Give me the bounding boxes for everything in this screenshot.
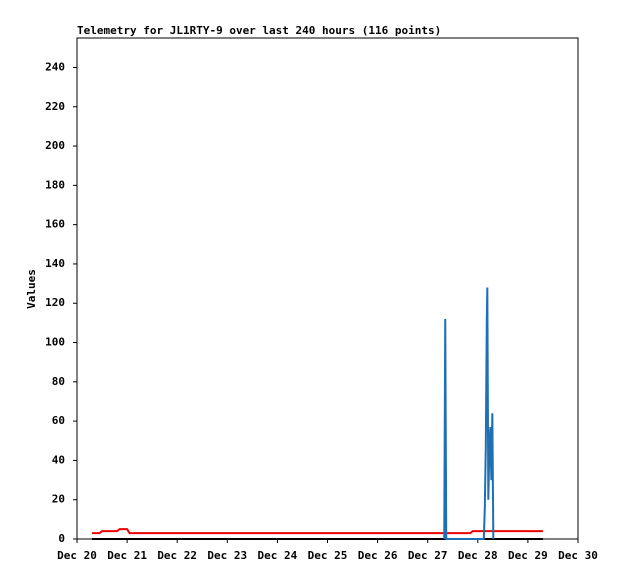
x-tick-label: Dec 25 bbox=[308, 549, 348, 562]
y-tick-label: 120 bbox=[45, 296, 65, 309]
y-axis-label: Values bbox=[25, 269, 38, 309]
series-line bbox=[92, 528, 543, 535]
y-tick-label: 180 bbox=[45, 178, 65, 191]
x-tick-label: Dec 22 bbox=[157, 549, 197, 562]
x-tick-label: Dec 20 bbox=[57, 549, 97, 562]
y-tick-label: 60 bbox=[52, 414, 65, 427]
x-tick-label: Dec 23 bbox=[207, 549, 247, 562]
x-tick-label: Dec 29 bbox=[508, 549, 548, 562]
x-tick-label: Dec 27 bbox=[408, 549, 448, 562]
series-line bbox=[443, 287, 495, 540]
x-tick-label: Dec 28 bbox=[458, 549, 498, 562]
y-tick-label: 0 bbox=[58, 532, 65, 545]
x-tick-label: Dec 26 bbox=[358, 549, 398, 562]
plot-frame bbox=[76, 37, 579, 540]
y-tick-label: 220 bbox=[45, 100, 65, 113]
y-tick-label: 20 bbox=[52, 493, 65, 506]
y-tick-label: 200 bbox=[45, 139, 65, 152]
y-tick-label: 140 bbox=[45, 257, 65, 270]
y-tick-label: 240 bbox=[45, 60, 65, 73]
x-tick-label: Dec 24 bbox=[258, 549, 298, 562]
y-tick-label: 100 bbox=[45, 336, 65, 349]
x-tick-label: Dec 21 bbox=[107, 549, 147, 562]
y-tick-label: 40 bbox=[52, 453, 65, 466]
y-tick-label: 160 bbox=[45, 218, 65, 231]
y-tick-label: 80 bbox=[52, 375, 65, 388]
x-tick-label: Dec 30 bbox=[558, 549, 598, 562]
chart-title: Telemetry for JL1RTY-9 over last 240 hou… bbox=[77, 24, 441, 37]
